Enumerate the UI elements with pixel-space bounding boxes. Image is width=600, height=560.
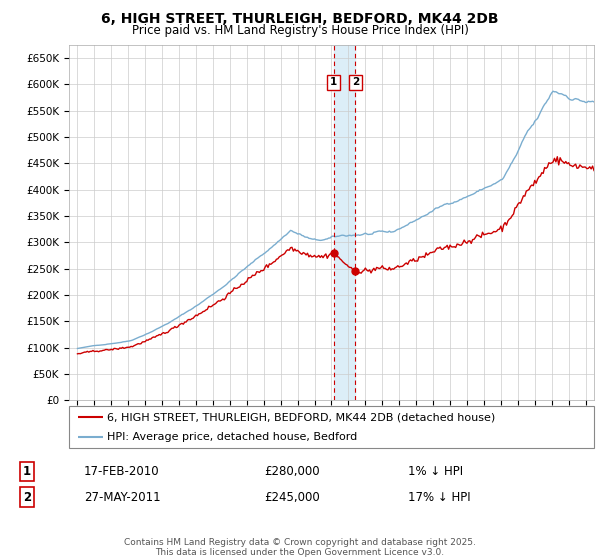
Text: 27-MAY-2011: 27-MAY-2011 (84, 491, 161, 504)
Text: £280,000: £280,000 (264, 465, 320, 478)
Text: Contains HM Land Registry data © Crown copyright and database right 2025.
This d: Contains HM Land Registry data © Crown c… (124, 538, 476, 557)
Text: HPI: Average price, detached house, Bedford: HPI: Average price, detached house, Bedf… (107, 432, 357, 442)
Text: 2: 2 (352, 77, 359, 87)
Text: 1: 1 (330, 77, 337, 87)
Text: £245,000: £245,000 (264, 491, 320, 504)
Text: 6, HIGH STREET, THURLEIGH, BEDFORD, MK44 2DB: 6, HIGH STREET, THURLEIGH, BEDFORD, MK44… (101, 12, 499, 26)
Text: 17-FEB-2010: 17-FEB-2010 (84, 465, 160, 478)
Text: 6, HIGH STREET, THURLEIGH, BEDFORD, MK44 2DB (detached house): 6, HIGH STREET, THURLEIGH, BEDFORD, MK44… (107, 412, 495, 422)
Text: 2: 2 (23, 491, 31, 504)
Text: Price paid vs. HM Land Registry's House Price Index (HPI): Price paid vs. HM Land Registry's House … (131, 24, 469, 36)
Text: 1: 1 (23, 465, 31, 478)
Text: 17% ↓ HPI: 17% ↓ HPI (408, 491, 470, 504)
FancyBboxPatch shape (69, 406, 594, 448)
Bar (334, 45, 355, 400)
Text: 1% ↓ HPI: 1% ↓ HPI (408, 465, 463, 478)
